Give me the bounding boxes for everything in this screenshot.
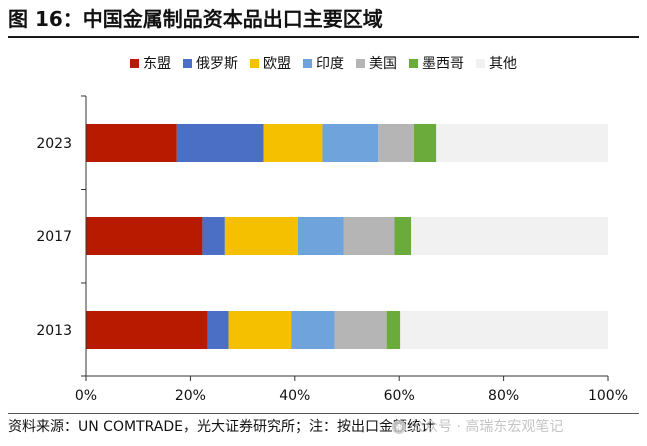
- legend-swatch: [409, 58, 418, 68]
- category-label: 2017: [36, 229, 72, 245]
- bar-segment: [291, 311, 335, 349]
- bar-segment: [343, 217, 395, 255]
- bar-segment: [207, 311, 229, 349]
- legend-label: 俄罗斯: [196, 56, 238, 72]
- legend-swatch: [476, 58, 485, 68]
- title-rule: [8, 36, 639, 38]
- legend-label: 印度: [316, 56, 344, 72]
- legend-label: 欧盟: [263, 56, 291, 72]
- legend-item: 俄罗斯: [183, 53, 238, 73]
- source-note: 资料来源：UN COMTRADE，光大证券研究所；注：按出口金额统计: [8, 419, 435, 435]
- bar-segment: [228, 311, 292, 349]
- legend-item: 印度: [303, 53, 344, 73]
- legend-item: 美国: [356, 53, 397, 73]
- category-label: 2023: [36, 136, 72, 152]
- bar-segment: [297, 217, 344, 255]
- bar-segment: [86, 311, 208, 349]
- category-label: 2013: [36, 323, 72, 339]
- bar-segment: [400, 311, 608, 349]
- legend-swatch: [250, 58, 259, 68]
- legend-label: 墨西哥: [422, 56, 464, 72]
- bar-segment: [86, 124, 177, 162]
- legend-item: 墨西哥: [409, 53, 464, 73]
- stacked-bar-chart: 2023 2017 2013 0% 20% 40% 60% 80% 100%: [36, 95, 628, 404]
- bar-segment: [394, 217, 412, 255]
- bar-segment: [263, 124, 323, 162]
- bar-segment: [176, 124, 264, 162]
- bar-segment: [224, 217, 298, 255]
- x-tick-label: 80%: [488, 388, 519, 404]
- bar-segment: [386, 311, 401, 349]
- legend-swatch: [183, 58, 192, 68]
- bar-segment: [378, 124, 414, 162]
- legend-label: 其他: [489, 56, 517, 72]
- legend-item: 东盟: [130, 53, 171, 73]
- watermark: 公众号 · 高瑞东宏观笔记: [392, 416, 563, 438]
- x-tick-label: 60%: [384, 388, 415, 404]
- bar-segment: [322, 124, 379, 162]
- bar-segment: [86, 217, 203, 255]
- footer-rule: [8, 413, 639, 414]
- bar-segment: [411, 217, 608, 255]
- bar-segment: [436, 124, 608, 162]
- legend-item: 其他: [476, 53, 517, 73]
- legend-label: 美国: [369, 56, 397, 72]
- legend-swatch: [303, 58, 312, 68]
- legend-swatch: [130, 58, 139, 68]
- x-tick-label: 20%: [175, 388, 206, 404]
- watermark-text: 公众号 · 高瑞东宏观笔记: [410, 419, 564, 435]
- figure-title: 图 16：中国金属制品资本品出口主要区域: [8, 7, 383, 31]
- bar-segment: [413, 124, 437, 162]
- legend-swatch: [356, 58, 365, 68]
- wechat-icon: [392, 420, 406, 434]
- chart-legend: 东盟 俄罗斯 欧盟 印度 美国 墨西哥 其他: [0, 52, 647, 74]
- x-tick-label: 100%: [588, 388, 628, 404]
- bar-segment: [202, 217, 225, 255]
- x-tick-label: 0%: [75, 388, 97, 404]
- legend-label: 东盟: [143, 56, 171, 72]
- legend-item: 欧盟: [250, 53, 291, 73]
- bar-segment: [334, 311, 387, 349]
- x-tick-label: 40%: [279, 388, 310, 404]
